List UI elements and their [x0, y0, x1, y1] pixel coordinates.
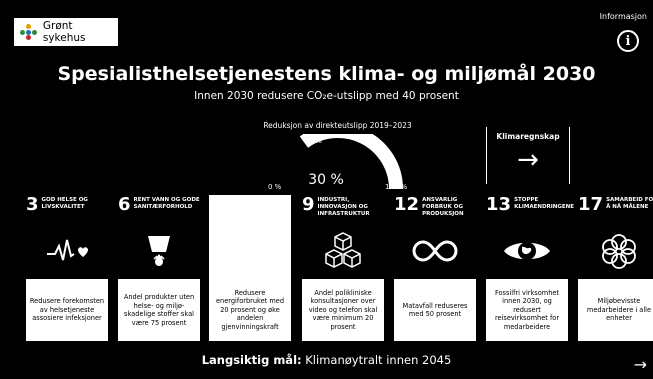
goal-card-energy[interactable]: Redusere energiforbruket med 20 prosent … — [209, 195, 291, 341]
gauge-value: 30 % — [308, 172, 344, 188]
info-icon[interactable]: i — [617, 30, 639, 52]
water-drop-icon — [118, 225, 200, 277]
goal-card-6[interactable]: 6 RENT VANN OG GODE SANITÆRFORHOLD Andel… — [118, 195, 200, 345]
goals-row: 3 GOD HELSE OG LIVSKVALITET Redusere for… — [26, 195, 653, 345]
page-subtitle: Innen 2030 redusere CO₂e-utslipp med 40 … — [194, 90, 459, 102]
goal-name: RENT VANN OG GODE SANITÆRFORHOLD — [133, 197, 200, 210]
goal-number: 12 — [394, 194, 420, 215]
page-title: Spesialisthelsetjenestens klima- og milj… — [57, 63, 596, 85]
logo[interactable]: Grønt sykehus — [14, 18, 118, 46]
goal-name: ANSVARLIG FORBRUK OG PRODUKSJON — [422, 197, 464, 217]
goal-card-9[interactable]: 9 INDUSTRI, INNOVASJON OG INFRASTRUKTUR … — [302, 195, 384, 345]
goal-card-12[interactable]: 12 ANSVARLIG FORBRUK OG PRODUKSJON Matav… — [394, 195, 476, 345]
gauge-max: 100 % — [385, 183, 408, 191]
logo-icon — [20, 24, 38, 40]
long-term-label: Langsiktig mål: — [201, 353, 302, 367]
flower-icon — [578, 225, 653, 277]
goal-description: Fossilfri virksomhet innen 2030, og redu… — [486, 279, 568, 341]
goal-description: Redusere energiforbruket med 20 prosent … — [209, 279, 291, 341]
gauge-fill — [299, 134, 403, 190]
goal-number: 13 — [486, 194, 512, 215]
goal-name: STOPPE KLIMAENDRINGENE — [514, 197, 575, 210]
goal-description: Matavfall reduseres med 50 prosent — [394, 279, 476, 341]
gauge: 0 % 40 % 30 % 100 % — [268, 134, 408, 194]
climate-account-label: Klimaregnskap — [496, 132, 560, 141]
infinity-icon — [394, 225, 476, 277]
goal-description: Andel polikliniske konsultasjoner over v… — [302, 279, 384, 341]
goal-number: 3 — [26, 194, 39, 215]
long-term-goal: Langsiktig mål: Klimanøytralt innen 2045 — [0, 353, 653, 367]
goal-description: Redusere forekomsten av helsetjeneste as… — [26, 279, 108, 341]
cubes-icon — [302, 225, 384, 277]
goal-card-17[interactable]: 17 SAMARBEID FOR Å NÅ MÅLENE Miljøbeviss… — [578, 195, 653, 345]
eye-globe-icon — [486, 225, 568, 277]
goal-number: 9 — [302, 194, 315, 215]
next-arrow-icon[interactable]: → — [633, 355, 647, 374]
goal-name: INDUSTRI, INNOVASJON OG INFRASTRUKTUR — [317, 197, 370, 217]
info-label: Informasjon — [599, 12, 647, 21]
goal-number: 6 — [118, 194, 131, 215]
goal-number: 17 — [578, 194, 604, 215]
goal-card-13[interactable]: 13 STOPPE KLIMAENDRINGENE Fossilfri virk… — [486, 194, 574, 345]
climate-account-link[interactable]: Klimaregnskap → — [486, 127, 570, 184]
goal-name: GOD HELSE OG LIVSKVALITET — [41, 197, 88, 210]
logo-text: Grønt sykehus — [42, 20, 86, 44]
arrow-right-icon: → — [517, 145, 539, 175]
goal-name: SAMARBEID FOR Å NÅ MÅLENE — [606, 197, 653, 210]
goal-card-3[interactable]: 3 GOD HELSE OG LIVSKVALITET Redusere for… — [26, 195, 108, 345]
heartbeat-icon — [26, 225, 108, 277]
goal-description: Andel produkter uten helse- og miljø-ska… — [118, 279, 200, 341]
goal-description: Miljøbevisste medarbeidere i alle enhete… — [578, 279, 653, 341]
gauge-min: 0 % — [268, 183, 282, 191]
long-term-text: Klimanøytralt innen 2045 — [305, 353, 452, 367]
gauge-label: Reduksjon av direkteutslipp 2019–2023 — [263, 121, 412, 130]
gauge-target: 40 % — [304, 137, 322, 145]
